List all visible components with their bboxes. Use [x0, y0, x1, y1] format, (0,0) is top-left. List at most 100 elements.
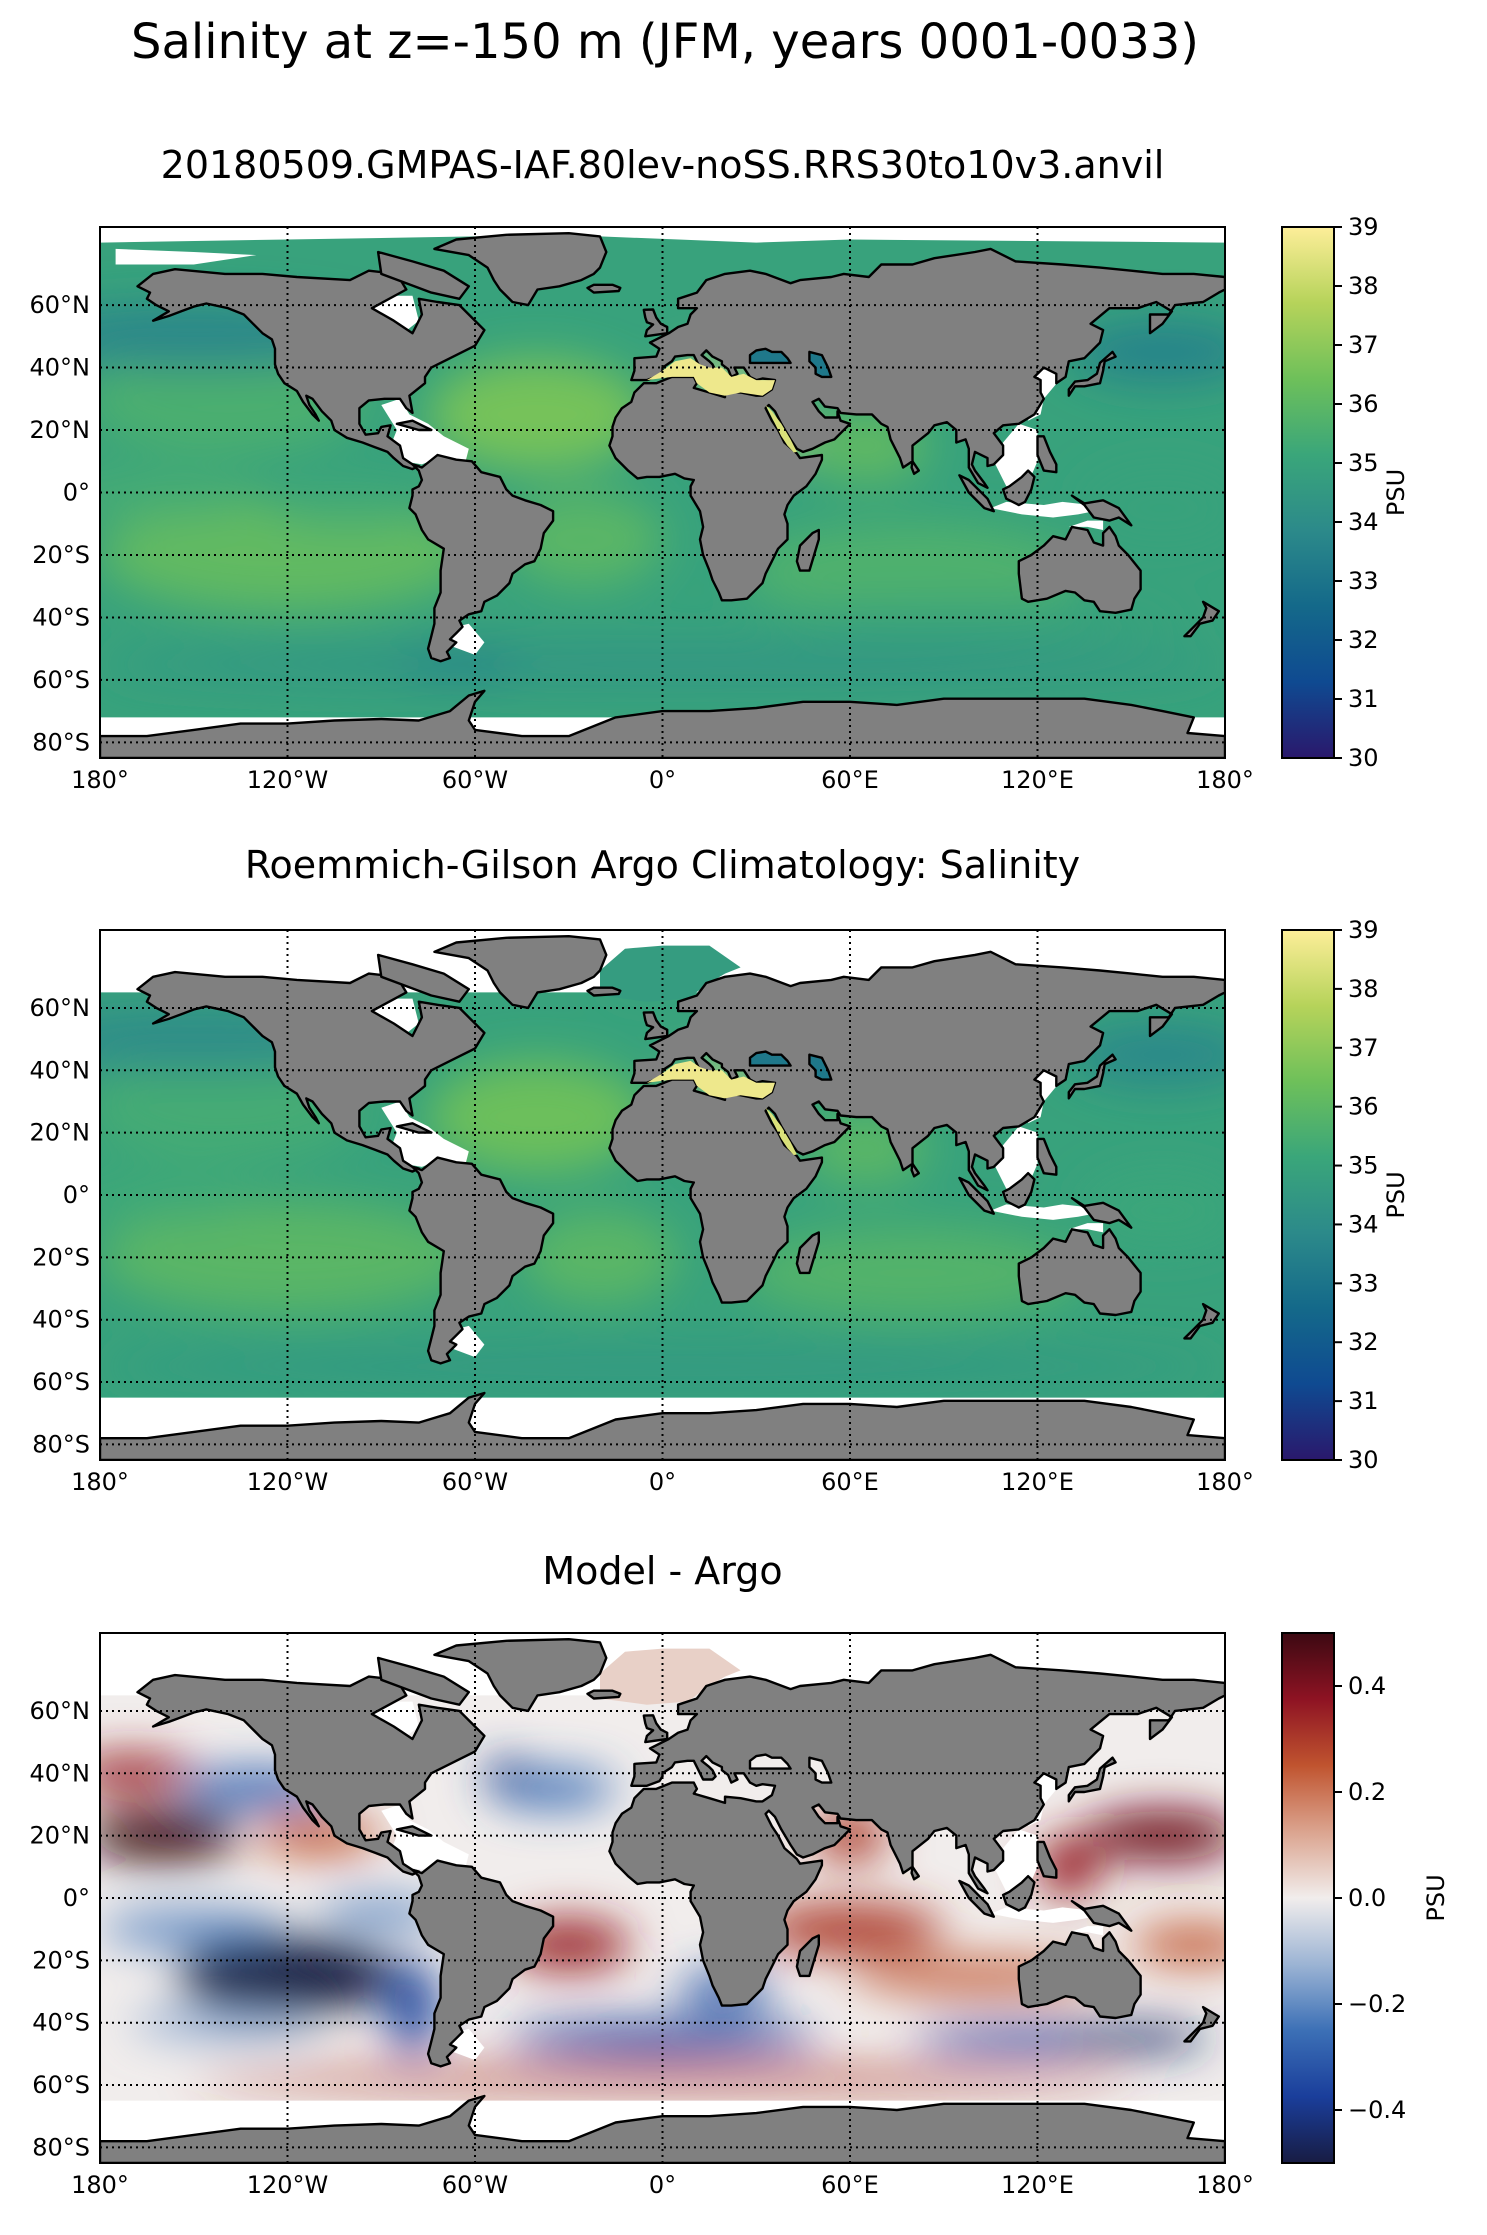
x-tick-label: 0° [649, 2171, 676, 2199]
land-uk [642, 1011, 669, 1041]
colorbar-tick-label: 34 [1348, 508, 1379, 536]
field-blob [428, 1060, 647, 1174]
land-madagascar [795, 528, 820, 572]
colorbar-tick-label: 31 [1348, 1387, 1379, 1415]
colorbar-tick-label: 39 [1348, 916, 1379, 944]
field-blob [740, 523, 1085, 618]
figure-title: Salinity at z=-150 m (JFM, years 0001-00… [131, 14, 1199, 70]
y-tick-label: 80°S [32, 728, 90, 756]
land-new-zealand [1183, 1302, 1221, 1340]
y-tick-label: 20°N [30, 416, 91, 444]
land-sri-lanka [910, 1865, 920, 1881]
y-tick-label: 20°S [32, 541, 90, 569]
land-philippines [1036, 1840, 1058, 1879]
field-blob [740, 1226, 1085, 1320]
colorbar-tick-label: −0.4 [1348, 2096, 1406, 2124]
land-antarctica [100, 689, 1225, 758]
colorbar-label: PSU [1382, 1171, 1410, 1218]
land-borneo [1001, 1171, 1036, 1209]
x-tick-label: 180° [71, 2171, 129, 2199]
y-tick-label: 40°S [32, 603, 90, 631]
field-blob [1037, 1835, 1100, 1898]
x-tick-label: 60°W [442, 1468, 508, 1496]
x-tick-label: 120°W [247, 2171, 329, 2199]
y-tick-label: 60°S [32, 1368, 90, 1396]
land-south-america [408, 453, 555, 663]
colorbar-tick-label: 35 [1348, 449, 1379, 477]
colorbar-tick-label: 39 [1348, 213, 1379, 241]
field-blob [100, 1910, 288, 1948]
colorbar-tick-label: 34 [1348, 1210, 1379, 1238]
land-north-america [136, 1673, 486, 1876]
field-blob [481, 1760, 532, 1786]
land-borneo [1001, 469, 1036, 507]
land-antarctica [100, 1391, 1225, 1460]
x-tick-label: 180° [1196, 1468, 1254, 1496]
colorbar-label: PSU [1382, 469, 1410, 516]
x-tick-label: 120°E [1001, 1468, 1074, 1496]
y-tick-label: 0° [63, 1181, 90, 1209]
x-tick-label: 0° [649, 766, 676, 794]
land-north-america [136, 268, 486, 471]
land-sri-lanka [910, 460, 920, 475]
land-japan [1067, 350, 1117, 397]
colorbar-tick-label: 30 [1348, 744, 1379, 772]
land-baffin [376, 1656, 470, 1706]
x-tick-label: 60°W [442, 766, 508, 794]
land-australia [1017, 1228, 1142, 1317]
y-tick-label: 40°S [32, 1306, 90, 1334]
land-antarctica [100, 2094, 1225, 2163]
field-blob [1068, 320, 1225, 384]
y-tick-label: 60°N [30, 291, 91, 319]
caspian-sea [808, 1756, 833, 1784]
colorbar-tick-label: 33 [1348, 1269, 1379, 1297]
caspian-sea [808, 350, 833, 379]
y-tick-label: 40°S [32, 2009, 90, 2037]
land-madagascar [795, 1934, 820, 1978]
field-blob [506, 2022, 819, 2054]
colorbar-gradient [1281, 226, 1335, 759]
black-sea [748, 1753, 792, 1770]
land-borneo [1001, 1874, 1036, 1912]
land-iceland [586, 283, 622, 294]
land-iceland [586, 1689, 622, 1700]
x-tick-label: 120°W [247, 1468, 329, 1496]
land-north-america [136, 970, 486, 1173]
field-blob [387, 1960, 438, 2054]
y-tick-label: 0° [63, 479, 90, 507]
field-anomalies [100, 951, 1225, 1386]
x-tick-label: 60°E [821, 1468, 879, 1496]
x-tick-label: 60°E [821, 766, 879, 794]
land-new-guinea [1070, 1899, 1133, 1932]
missing-data [381, 1101, 469, 1167]
colorbar-tick-label: 33 [1348, 567, 1379, 595]
field-blob [100, 645, 1225, 684]
colorbar-tick-label: 38 [1348, 975, 1379, 1003]
colorbar-tick-label: 31 [1348, 685, 1379, 713]
land-madagascar [795, 1231, 820, 1275]
red-sea [765, 1107, 797, 1156]
x-tick-label: 60°E [821, 2171, 879, 2199]
colorbar-gradient [1281, 929, 1335, 1461]
field-blob [131, 2007, 319, 2039]
colorbar-tick-label: 37 [1348, 1034, 1379, 1062]
colorbar-tick-label: 32 [1348, 1328, 1379, 1356]
panel-2: Roemmich-Gilson Argo Climatology: Salini… [30, 843, 1411, 1496]
mediterranean-sea [646, 1060, 775, 1099]
black-sea [748, 347, 792, 365]
missing-data [1068, 1926, 1104, 1936]
land-japan [1067, 1756, 1117, 1803]
land-greenland [433, 1637, 608, 1713]
field-blob [1068, 1023, 1225, 1086]
land-iceland [586, 986, 622, 997]
x-tick-label: 120°E [1001, 2171, 1074, 2199]
y-tick-label: 60°N [30, 1697, 91, 1725]
map-frame [99, 929, 1226, 1461]
land-uk [642, 308, 669, 338]
land-philippines [1036, 435, 1058, 474]
colorbar-tick-label: 0.2 [1348, 1778, 1386, 1806]
land-philippines [1036, 1137, 1058, 1176]
graticule [99, 930, 1226, 1460]
x-tick-label: 180° [1196, 766, 1254, 794]
field-blob [1084, 470, 1225, 546]
